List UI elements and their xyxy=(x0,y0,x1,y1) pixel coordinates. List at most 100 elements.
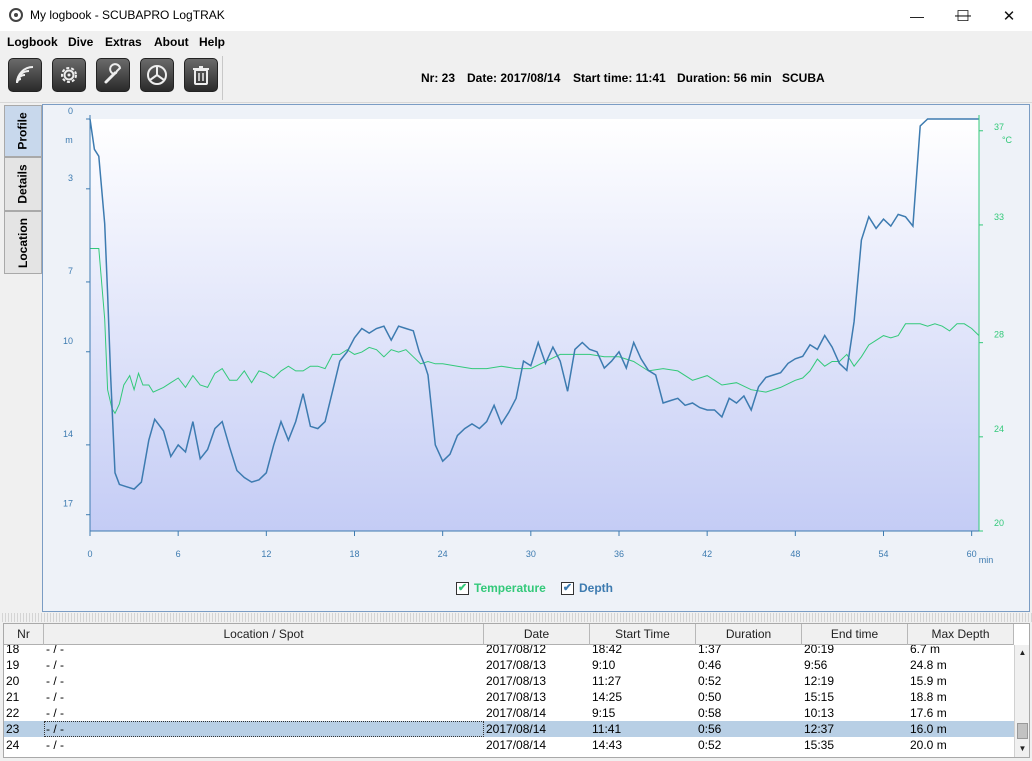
trash-icon xyxy=(193,66,209,85)
tab-details[interactable]: Details xyxy=(4,157,42,211)
cell-end: 15:35 xyxy=(804,738,835,752)
time-tick-label: 0 xyxy=(87,549,92,559)
tab-location[interactable]: Location xyxy=(4,211,42,274)
cell-end: 12:37 xyxy=(804,722,835,736)
time-tick-label: 60 xyxy=(967,549,977,559)
temperature-checkbox[interactable]: ✔ xyxy=(456,581,469,595)
time-tick-label: 24 xyxy=(438,549,448,559)
tools-button[interactable] xyxy=(96,58,130,92)
cell-date: 2017/08/13 xyxy=(486,690,547,704)
cell-duration: 0:46 xyxy=(698,658,722,672)
wrench-icon xyxy=(104,63,122,84)
column-header-max-depth[interactable]: Max Depth xyxy=(908,624,1014,645)
depth-tick-label: 14 xyxy=(63,429,73,439)
cell-date: 2017/08/14 xyxy=(486,706,547,720)
dive-number: Nr: 23 xyxy=(421,71,456,85)
legend-temperature[interactable]: ✔ Temperature xyxy=(456,579,546,597)
cell-duration: 0:50 xyxy=(698,690,722,704)
cell-end: 20:19 xyxy=(804,645,835,656)
app-logo-icon xyxy=(9,8,23,22)
minimize-button[interactable]: — xyxy=(955,6,971,24)
panel-splitter[interactable] xyxy=(0,613,1032,622)
legend-temperature-label: Temperature xyxy=(474,581,546,595)
tab-profile[interactable]: Profile xyxy=(4,105,42,157)
time-tick-label: 42 xyxy=(702,549,712,559)
settings-button[interactable] xyxy=(52,58,86,92)
cell-date: 2017/08/13 xyxy=(486,674,547,688)
cell-nr: 19 xyxy=(6,658,20,672)
scroll-down-arrow-icon[interactable]: ▼ xyxy=(1018,744,1027,753)
cell-location: - / - xyxy=(46,645,64,656)
depth-tick-label: 7 xyxy=(68,266,73,276)
table-row[interactable]: 19 - / - 2017/08/13 9:10 0:46 9:56 24.8 m xyxy=(4,657,1014,673)
temperature-tick-label: 24 xyxy=(994,424,1004,434)
table-row[interactable]: 21 - / - 2017/08/13 14:25 0:50 15:15 18.8 m xyxy=(4,689,1014,705)
column-header-end-time[interactable]: End time xyxy=(802,624,908,645)
depth-checkbox[interactable]: ✔ xyxy=(561,581,574,595)
cell-start: 11:41 xyxy=(592,722,622,736)
dive-table: Nr Location / Spot Date Start Time Durat… xyxy=(3,623,1030,758)
table-row[interactable]: 24 - / - 2017/08/14 14:43 0:52 15:35 20.0 m xyxy=(4,737,1014,753)
column-header-nr[interactable]: Nr xyxy=(4,624,44,645)
download-button[interactable] xyxy=(8,58,42,92)
menu-about[interactable]: About xyxy=(154,35,189,49)
menu-help[interactable]: Help xyxy=(199,35,226,49)
cell-nr: 22 xyxy=(6,706,20,720)
cell-end: 15:15 xyxy=(804,690,835,704)
menu-logbook[interactable]: Logbook xyxy=(7,35,58,49)
cell-max-depth: 16.0 m xyxy=(910,722,947,736)
scrollbar-thumb[interactable] xyxy=(1017,723,1028,739)
cell-start: 11:27 xyxy=(592,674,622,688)
cell-date: 2017/08/14 xyxy=(486,738,547,752)
table-body: 18 - / - 2017/08/12 18:42 1:37 20:19 6.7 m 19 - … xyxy=(4,645,1014,757)
column-header-date[interactable]: Date xyxy=(484,624,590,645)
column-header-duration[interactable]: Duration xyxy=(696,624,802,645)
cell-location: - / - xyxy=(46,674,64,688)
legend-depth-label: Depth xyxy=(579,581,613,595)
temperature-tick-label: 28 xyxy=(994,330,1004,340)
time-tick-label: 54 xyxy=(878,549,888,559)
table-row[interactable]: 22 - / - 2017/08/14 9:15 0:58 10:13 17.6 m xyxy=(4,705,1014,721)
scroll-up-arrow-icon[interactable]: ▲ xyxy=(1018,648,1027,657)
delete-button[interactable] xyxy=(184,58,218,92)
column-header-location[interactable]: Location / Spot xyxy=(44,624,484,645)
depth-series-line xyxy=(89,118,979,490)
table-row[interactable]: 20 - / - 2017/08/13 11:27 0:52 12:19 15.9 m xyxy=(4,673,1014,689)
cell-start: 9:15 xyxy=(592,706,616,720)
plot-area xyxy=(90,119,979,531)
toolbar: Nr: 23 Date: 2017/08/14 Start time: 11:4… xyxy=(0,52,1032,103)
time-tick-label: 18 xyxy=(349,549,359,559)
maximize-button[interactable]: ☐ xyxy=(956,7,970,25)
download-icon xyxy=(16,66,34,84)
cell-location: - / - xyxy=(44,721,484,737)
column-header-start-time[interactable]: Start Time xyxy=(590,624,696,645)
depth-axis-unit: m xyxy=(65,135,73,145)
depth-tick-label: 0 xyxy=(68,106,73,116)
table-row[interactable]: 23 - / -2017/08/14 11:41 0:56 12:37 16.0 m xyxy=(4,721,1014,737)
cell-max-depth: 24.8 m xyxy=(910,658,947,672)
tab-details-label: Details xyxy=(16,164,31,204)
temperature-tick-label: 20 xyxy=(994,518,1004,528)
menu-extras[interactable]: Extras xyxy=(105,35,142,49)
legend-depth[interactable]: ✔ Depth xyxy=(561,579,613,597)
table-scrollbar[interactable]: ▲ ▼ xyxy=(1014,645,1029,757)
cell-date: 2017/08/13 xyxy=(486,658,547,672)
close-button[interactable]: ✕ xyxy=(1002,7,1016,25)
cell-nr: 21 xyxy=(6,690,20,704)
depth-tick-label: 10 xyxy=(63,336,73,346)
table-row[interactable]: 18 - / - 2017/08/12 18:42 1:37 20:19 6.7 m xyxy=(4,645,1014,657)
statistics-button[interactable] xyxy=(140,58,174,92)
menu-dive[interactable]: Dive xyxy=(68,35,94,49)
cell-max-depth: 15.9 m xyxy=(910,674,947,688)
pie-chart-icon xyxy=(147,65,167,85)
temperature-axis-unit: °C xyxy=(1002,135,1013,145)
cell-start: 9:10 xyxy=(592,658,616,672)
minimize-button[interactable]: — xyxy=(910,7,924,24)
cell-end: 12:19 xyxy=(804,674,835,688)
cell-duration: 0:52 xyxy=(698,738,722,752)
time-tick-label: 30 xyxy=(526,549,536,559)
time-tick-label: 12 xyxy=(261,549,271,559)
cell-end: 9:56 xyxy=(804,658,828,672)
temperature-series-line xyxy=(90,248,980,415)
dive-date: Date: 2017/08/14 xyxy=(467,71,561,85)
